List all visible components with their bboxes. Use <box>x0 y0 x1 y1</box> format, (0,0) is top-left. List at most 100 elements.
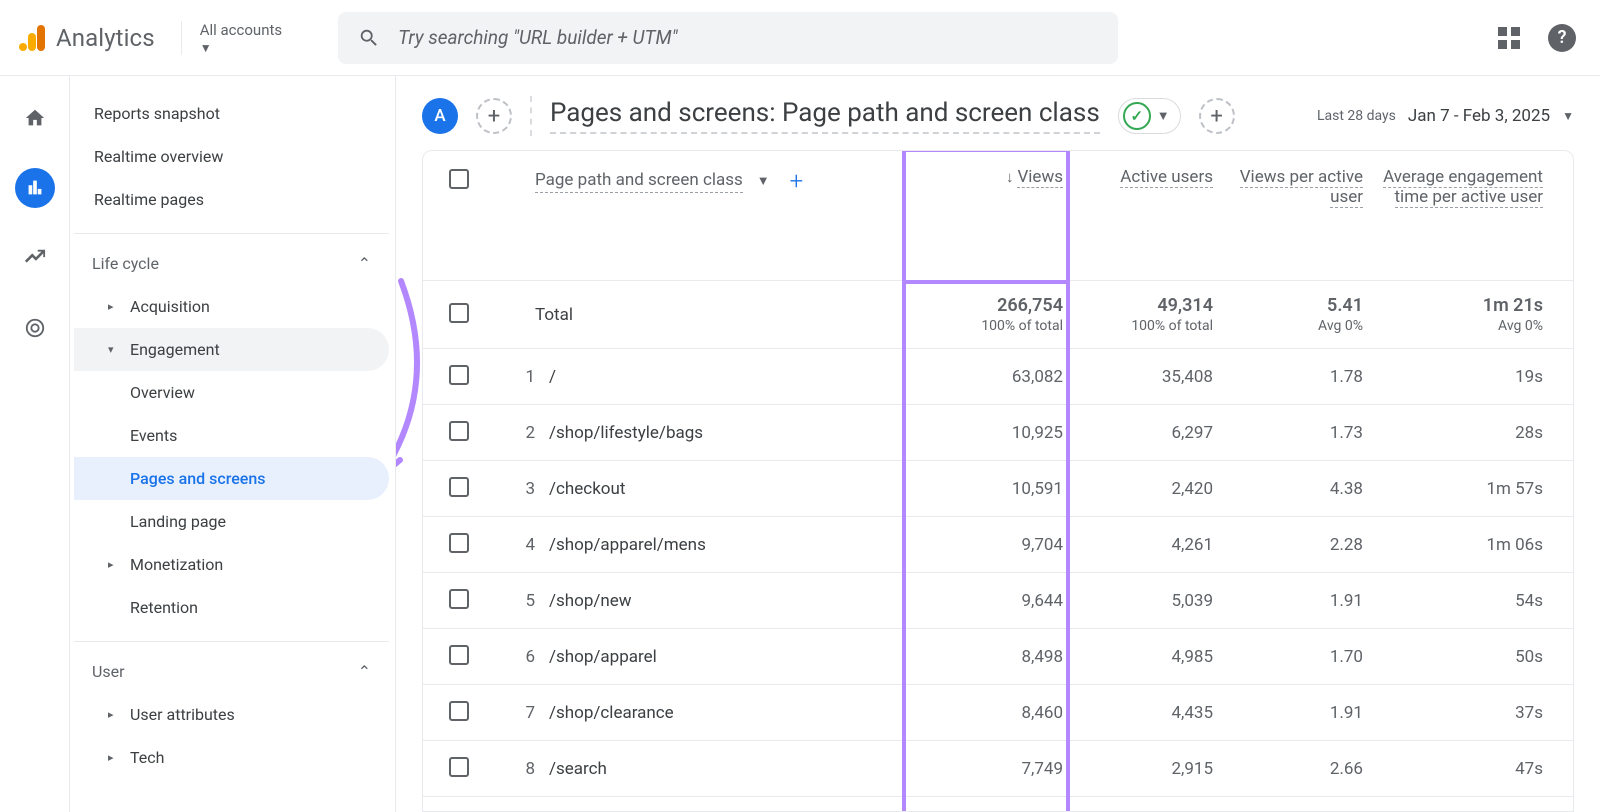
sidebar-item[interactable]: Realtime overview <box>74 135 389 178</box>
rail-reports[interactable] <box>15 168 55 208</box>
cell-active-users: 5,039 <box>1063 591 1213 611</box>
column-header-views[interactable]: ↓Views <box>913 167 1063 187</box>
chevron-up-icon: ⌃ <box>358 254 371 273</box>
table-row: 8/search7,7492,9152.6647s <box>423 741 1573 797</box>
row-checkbox[interactable] <box>449 303 469 323</box>
reports-icon <box>24 177 46 199</box>
row-checkbox[interactable] <box>449 533 469 553</box>
table-row: 7/shop/clearance8,4604,4351.9137s <box>423 685 1573 741</box>
segment-chip[interactable]: A <box>422 98 458 134</box>
cell-views: 10,591 <box>913 479 1063 499</box>
row-page-path[interactable]: /shop/apparel <box>535 647 913 667</box>
row-checkbox[interactable] <box>449 421 469 441</box>
add-segment-button[interactable]: + <box>476 98 512 134</box>
row-checkbox[interactable] <box>449 757 469 777</box>
cell-views-per-user: 1.91 <box>1213 591 1363 611</box>
sidebar-item[interactable]: Reports snapshot <box>74 92 389 135</box>
sidebar-leaf[interactable]: Landing page <box>74 500 389 543</box>
check-icon: ✓ <box>1123 102 1151 130</box>
sidebar-group[interactable]: Retention <box>74 586 389 629</box>
cell-avg-engagement: 19s <box>1363 367 1543 387</box>
row-checkbox[interactable] <box>449 365 469 385</box>
column-header-views-per-user[interactable]: Views per active user <box>1213 167 1363 207</box>
report-status-pill[interactable]: ✓ ▼ <box>1118 98 1181 134</box>
date-range-picker[interactable]: Last 28 days Jan 7 - Feb 3, 2025 ▼ <box>1317 106 1574 126</box>
table-row: 3/checkout10,5912,4204.381m 57s <box>423 461 1573 517</box>
chevron-down-icon: ▼ <box>757 173 770 189</box>
sidebar-group[interactable]: ▸Tech <box>74 736 389 779</box>
top-header: Analytics All accounts ▼ ? <box>0 0 1600 76</box>
sidebar-group[interactable]: ▸Acquisition <box>74 285 389 328</box>
chevron-down-icon: ▼ <box>1562 109 1574 123</box>
search-bar[interactable] <box>338 12 1118 64</box>
target-icon <box>24 317 46 339</box>
row-checkbox[interactable] <box>449 589 469 609</box>
row-page-path[interactable]: /shop/apparel/mens <box>535 535 913 555</box>
account-switcher[interactable]: All accounts ▼ <box>181 21 282 55</box>
cell-avg-engagement: 37s <box>1363 703 1543 723</box>
cell-views: 63,082 <box>913 367 1063 387</box>
row-index: 1 <box>501 367 535 387</box>
date-range-value: Jan 7 - Feb 3, 2025 <box>1408 106 1550 126</box>
row-index: 5 <box>501 591 535 611</box>
row-checkbox[interactable] <box>449 477 469 497</box>
chevron-down-icon: ▼ <box>200 41 212 55</box>
home-icon <box>24 107 46 129</box>
column-header-active-users[interactable]: Active users <box>1063 167 1213 187</box>
row-index: 2 <box>501 423 535 443</box>
rail-explore[interactable] <box>15 238 55 278</box>
sidebar-group[interactable]: ▸User attributes <box>74 693 389 736</box>
sidebar-leaf[interactable]: Pages and screens <box>74 457 389 500</box>
row-index: 7 <box>501 703 535 723</box>
rail-home[interactable] <box>15 98 55 138</box>
report-table-card: Page path and screen class ▼ + ↓Views Ac… <box>422 150 1574 812</box>
table-row: 4/shop/apparel/mens9,7044,2612.281m 06s <box>423 517 1573 573</box>
sidebar-group[interactable]: ▾Engagement <box>74 328 389 371</box>
apps-icon[interactable] <box>1498 27 1520 49</box>
cell-active-users: 4,261 <box>1063 535 1213 555</box>
row-index: 4 <box>501 535 535 555</box>
total-label: Total <box>535 305 913 325</box>
cell-views: 9,704 <box>913 535 1063 555</box>
cell-avg-engagement: 47s <box>1363 759 1543 779</box>
product-name: Analytics <box>56 24 155 52</box>
table-row: 9/shop/lifestyle/drinkware6,1643,4011.81… <box>423 797 1573 812</box>
row-page-path[interactable]: /shop/lifestyle/bags <box>535 423 913 443</box>
cell-active-users: 4,985 <box>1063 647 1213 667</box>
row-checkbox[interactable] <box>449 645 469 665</box>
search-input[interactable] <box>398 26 1098 49</box>
left-rail <box>0 76 70 812</box>
report-sidebar: Reports snapshotRealtime overviewRealtim… <box>70 76 396 812</box>
cell-active-users: 6,297 <box>1063 423 1213 443</box>
row-page-path[interactable]: / <box>535 367 913 387</box>
sidebar-section-header[interactable]: User⌃ <box>74 650 389 693</box>
sidebar-leaf[interactable]: Overview <box>74 371 389 414</box>
dimension-picker[interactable]: Page path and screen class <box>535 170 743 193</box>
chevron-up-icon: ⌃ <box>358 662 371 681</box>
date-range-label: Last 28 days <box>1317 108 1396 124</box>
row-page-path[interactable]: /shop/new <box>535 591 913 611</box>
add-comparison-button[interactable]: + <box>1199 98 1235 134</box>
cell-views: 8,498 <box>913 647 1063 667</box>
cell-avg-engagement: 50s <box>1363 647 1543 667</box>
sidebar-item[interactable]: Realtime pages <box>74 178 389 221</box>
row-page-path[interactable]: /shop/clearance <box>535 703 913 723</box>
help-icon[interactable]: ? <box>1548 24 1576 52</box>
sort-arrow-down-icon: ↓ <box>1006 168 1014 186</box>
sidebar-group[interactable]: ▸Monetization <box>74 543 389 586</box>
cell-active-users: 2,915 <box>1063 759 1213 779</box>
cell-views: 10,925 <box>913 423 1063 443</box>
explore-icon <box>24 247 46 269</box>
rail-advertising[interactable] <box>15 308 55 348</box>
row-checkbox[interactable] <box>449 701 469 721</box>
main-content: A + Pages and screens: Page path and scr… <box>396 76 1600 812</box>
sidebar-section-header[interactable]: Life cycle⌃ <box>74 242 389 285</box>
product-logo[interactable]: Analytics <box>16 23 155 53</box>
select-all-checkbox[interactable] <box>449 169 469 189</box>
column-header-avg-engagement[interactable]: Average engagement time per active user <box>1363 167 1543 207</box>
table-row: 2/shop/lifestyle/bags10,9256,2971.7328s <box>423 405 1573 461</box>
row-page-path[interactable]: /search <box>535 759 913 779</box>
sidebar-leaf[interactable]: Events <box>74 414 389 457</box>
row-page-path[interactable]: /checkout <box>535 479 913 499</box>
add-dimension-button[interactable]: + <box>784 167 810 195</box>
